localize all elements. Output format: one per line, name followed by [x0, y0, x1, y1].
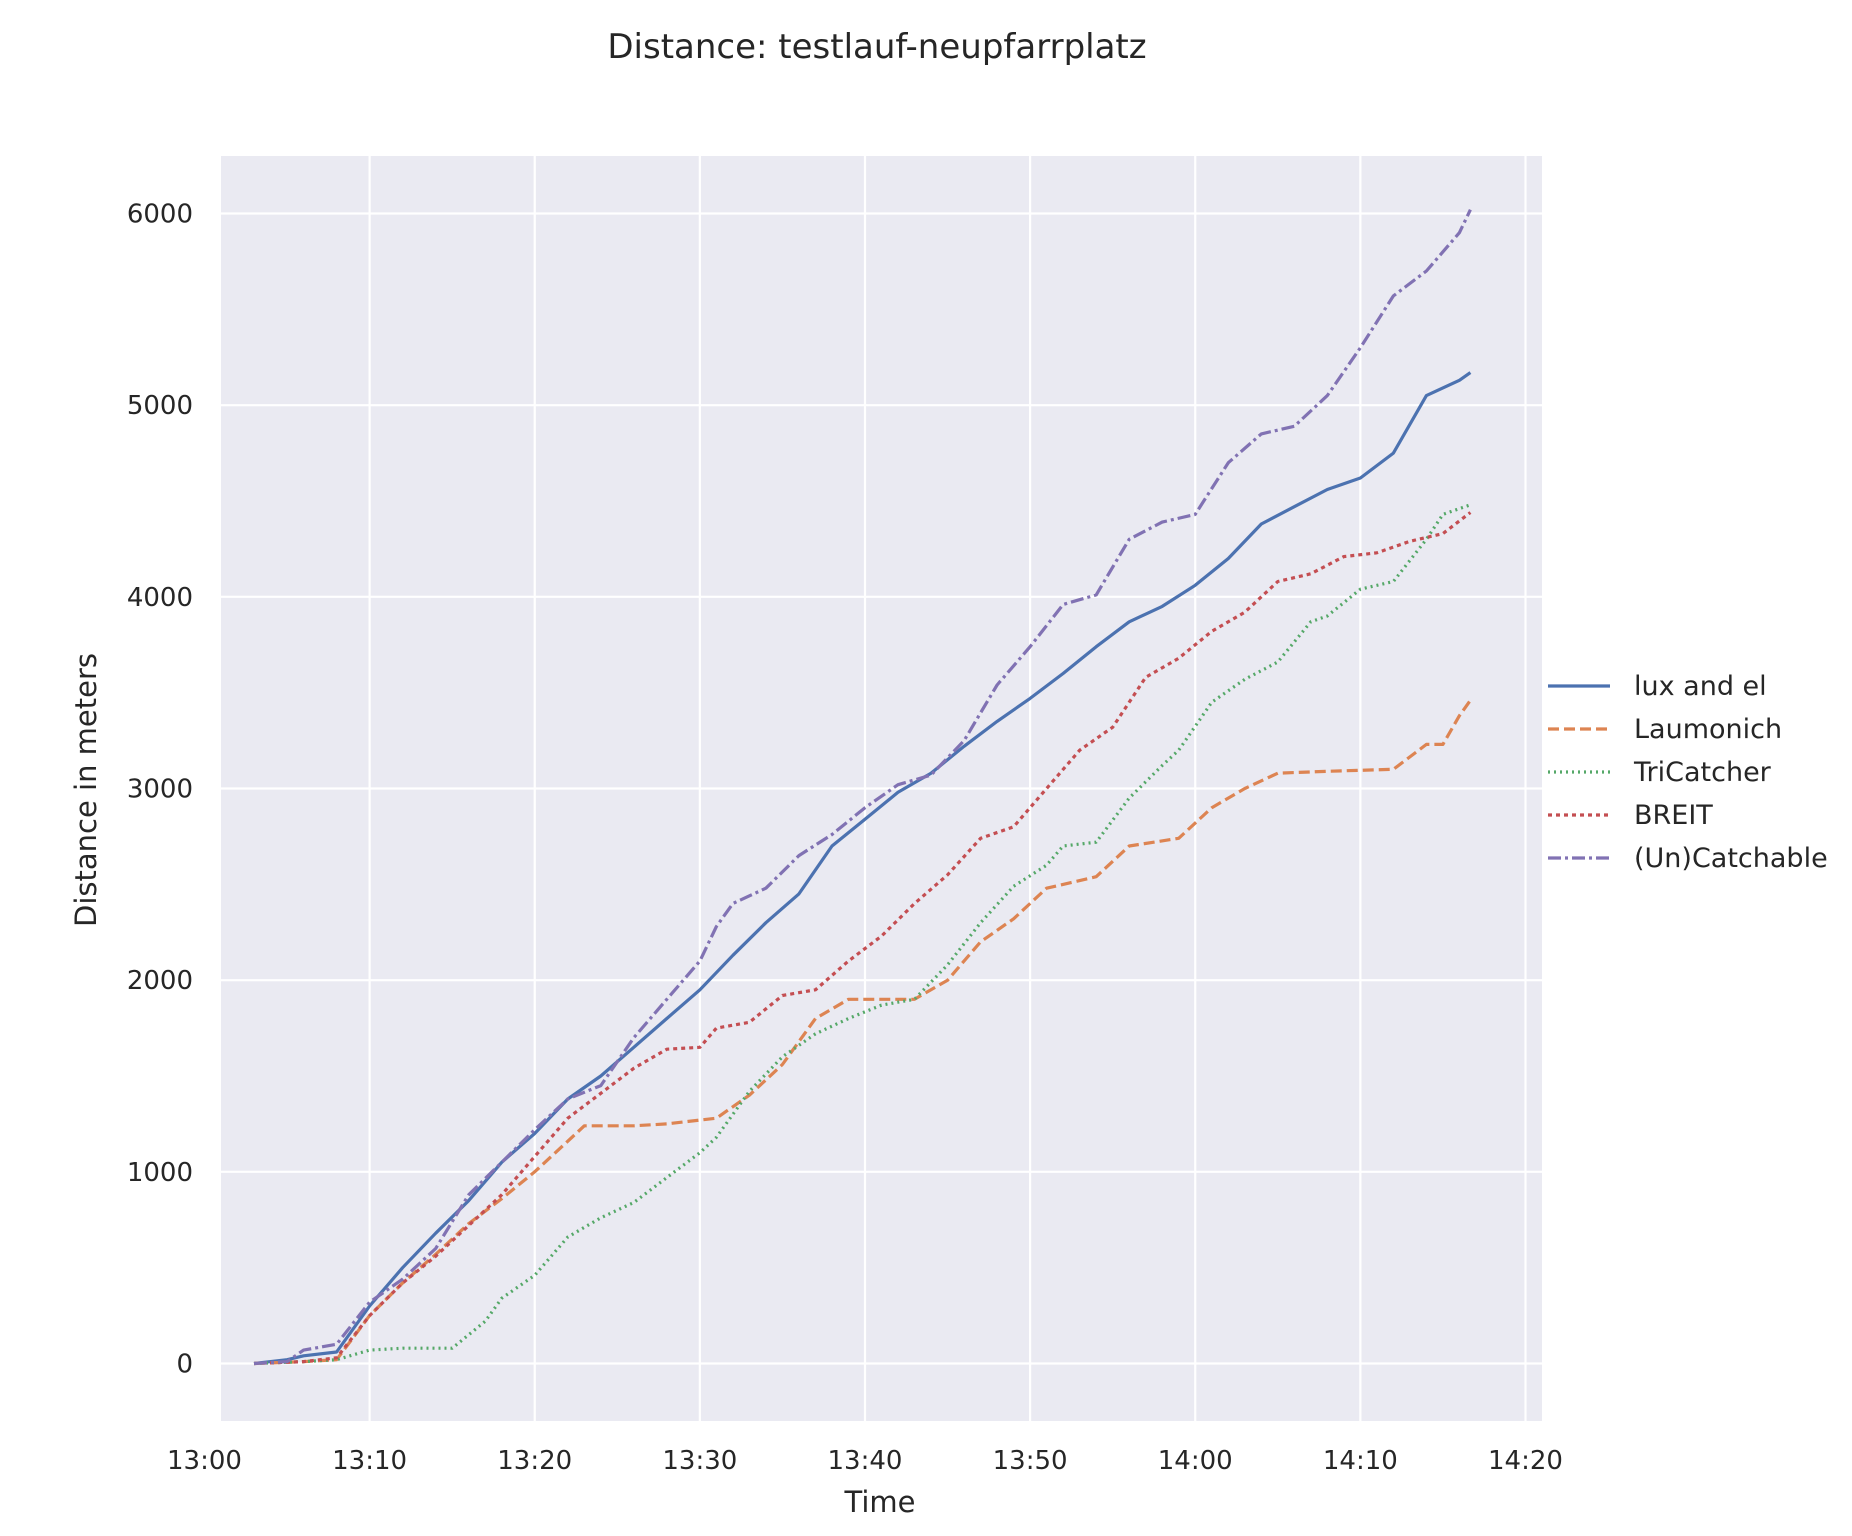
y-tick-label: 3000 — [127, 775, 193, 805]
series-line-3 — [253, 503, 1471, 1366]
y-tick-label: 4000 — [127, 583, 193, 613]
legend-label: TriCatcher — [1633, 757, 1772, 788]
series-lines — [253, 209, 1472, 1366]
y-tick-label: 2000 — [127, 966, 193, 996]
legend: lux and el Laumonich TriCatcher BREIT (Un)Ca… — [1548, 671, 1828, 874]
y-tick-labels: 0 1000 2000 3000 4000 5000 6000 — [127, 200, 193, 1380]
x-tick-label: 14:00 — [1158, 1446, 1233, 1476]
y-gridlines — [221, 212, 1542, 1365]
legend-label: (Un)Catchable — [1634, 843, 1828, 874]
x-tick-labels: 13:00 13:10 13:20 13:30 13:40 13:50 14:00 14:10… — [167, 1446, 1563, 1476]
x-tick-label: 13:10 — [332, 1446, 407, 1476]
x-tick-label: 13:40 — [828, 1446, 903, 1476]
x-tick-label: 13:20 — [497, 1446, 572, 1476]
x-tick-label: 13:00 — [167, 1446, 242, 1476]
y-tick-label: 5000 — [127, 391, 193, 421]
series-line-4 — [253, 511, 1472, 1366]
series-line-5 — [253, 209, 1472, 1366]
y-tick-label: 6000 — [127, 200, 193, 230]
y-tick-label: 1000 — [127, 1158, 193, 1188]
chart-title: Distance: testlauf-neupfarrplatz — [607, 27, 1146, 67]
legend-label: BREIT — [1634, 800, 1713, 831]
x-tick-label: 14:10 — [1323, 1446, 1398, 1476]
legend-label: Laumonich — [1634, 714, 1782, 745]
x-tick-label: 13:50 — [993, 1446, 1068, 1476]
x-axis-label: Time — [844, 1485, 916, 1519]
legend-label: lux and el — [1634, 671, 1767, 702]
x-tick-label: 13:30 — [662, 1446, 737, 1476]
y-axis-label: Distance in meters — [69, 653, 103, 927]
series-line-1 — [253, 371, 1472, 1366]
x-tick-label: 14:20 — [1488, 1446, 1563, 1476]
y-tick-label: 0 — [176, 1350, 193, 1380]
